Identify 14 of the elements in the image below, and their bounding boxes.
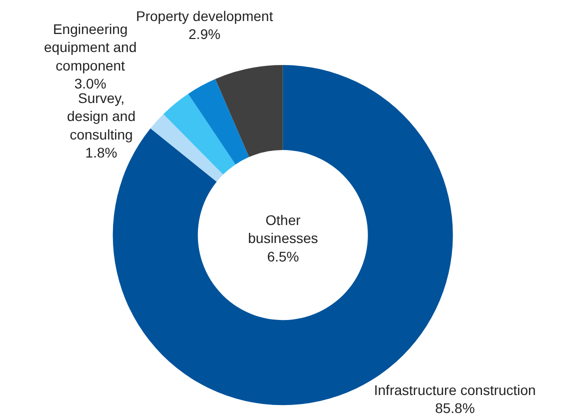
donut-slice bbox=[215, 65, 283, 158]
donut-slice bbox=[188, 79, 250, 164]
data-label: 3.0% bbox=[74, 76, 106, 92]
slice-label: Infrastructure construction bbox=[374, 382, 536, 398]
data-label: 2.9% bbox=[188, 26, 220, 42]
data-label: 6.5% bbox=[267, 248, 299, 264]
data-label: 85.8% bbox=[435, 400, 475, 416]
donut-slice bbox=[150, 114, 224, 182]
data-label: 1.8% bbox=[85, 144, 118, 161]
slice-label: Property development bbox=[136, 8, 274, 24]
slice-label: Survey, design and consulting bbox=[67, 90, 136, 142]
slice-label: Other businesses bbox=[248, 212, 318, 246]
slice-label: Engineering equipment and component bbox=[44, 21, 137, 74]
donut-slice bbox=[163, 94, 236, 175]
